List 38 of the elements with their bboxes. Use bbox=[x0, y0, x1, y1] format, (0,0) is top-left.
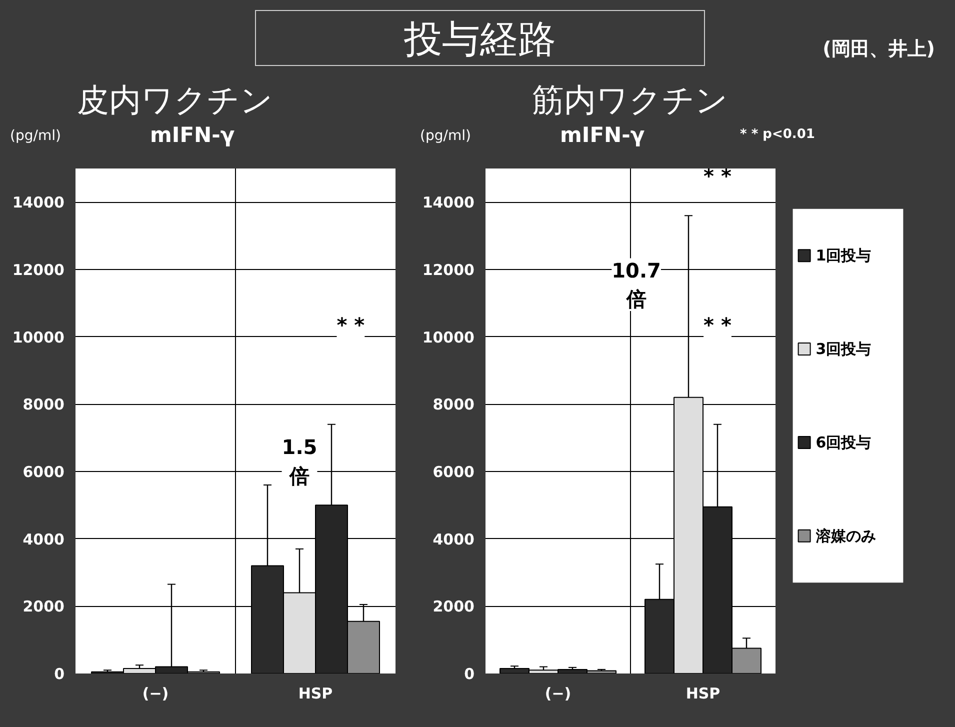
x-tick-label: HSP bbox=[686, 684, 720, 702]
legend-label: 3回投与 bbox=[816, 340, 872, 358]
legend-label: 溶媒のみ bbox=[814, 526, 876, 545]
chart-title: 皮内ワクチン bbox=[76, 80, 274, 121]
y-tick-label: 4000 bbox=[432, 530, 474, 548]
text: (岡田、井上) bbox=[822, 37, 935, 62]
y-tick-label: 2000 bbox=[432, 598, 474, 616]
y-tick-label: 12000 bbox=[422, 261, 474, 279]
text: 投与経路 bbox=[255, 10, 705, 66]
y-tick-label: 0 bbox=[54, 665, 64, 683]
annotation: * * bbox=[336, 313, 366, 338]
y-tick-label: 4000 bbox=[22, 530, 64, 548]
annotation: * * bbox=[704, 164, 732, 188]
y-tick-label: 14000 bbox=[12, 194, 64, 212]
y-tick-label: 10000 bbox=[12, 328, 64, 346]
text: * * p<0.01 bbox=[740, 126, 815, 144]
chart-title: 筋内ワクチン bbox=[531, 80, 729, 121]
y-axis-title: (pg/ml) bbox=[420, 127, 471, 146]
y-tick-label: 6000 bbox=[22, 463, 64, 481]
y-tick-label: 10000 bbox=[422, 328, 474, 346]
x-tick-label: (−) bbox=[142, 684, 169, 702]
y-tick-label: 0 bbox=[464, 665, 474, 683]
y-tick-label: 8000 bbox=[22, 396, 64, 414]
annotation: 10.7 倍 bbox=[612, 258, 661, 312]
legend-label: 6回投与 bbox=[816, 433, 872, 452]
x-tick-label: (−) bbox=[544, 684, 572, 702]
annotation: 1.5 倍 bbox=[282, 435, 318, 488]
x-tick-label: HSP bbox=[298, 684, 333, 702]
annotation: * * bbox=[704, 313, 732, 338]
chart-subtitle: mIFN-γ bbox=[560, 122, 645, 149]
legend-label: 1回投与 bbox=[816, 246, 872, 265]
y-tick-label: 8000 bbox=[432, 396, 474, 414]
chart-subtitle: mIFN-γ bbox=[150, 122, 235, 149]
y-tick-label: 2000 bbox=[22, 598, 64, 616]
y-tick-label: 6000 bbox=[432, 463, 474, 481]
y-tick-label: 14000 bbox=[422, 194, 474, 212]
y-tick-label: 12000 bbox=[12, 261, 64, 279]
y-axis-title: (pg/ml) bbox=[10, 127, 61, 146]
